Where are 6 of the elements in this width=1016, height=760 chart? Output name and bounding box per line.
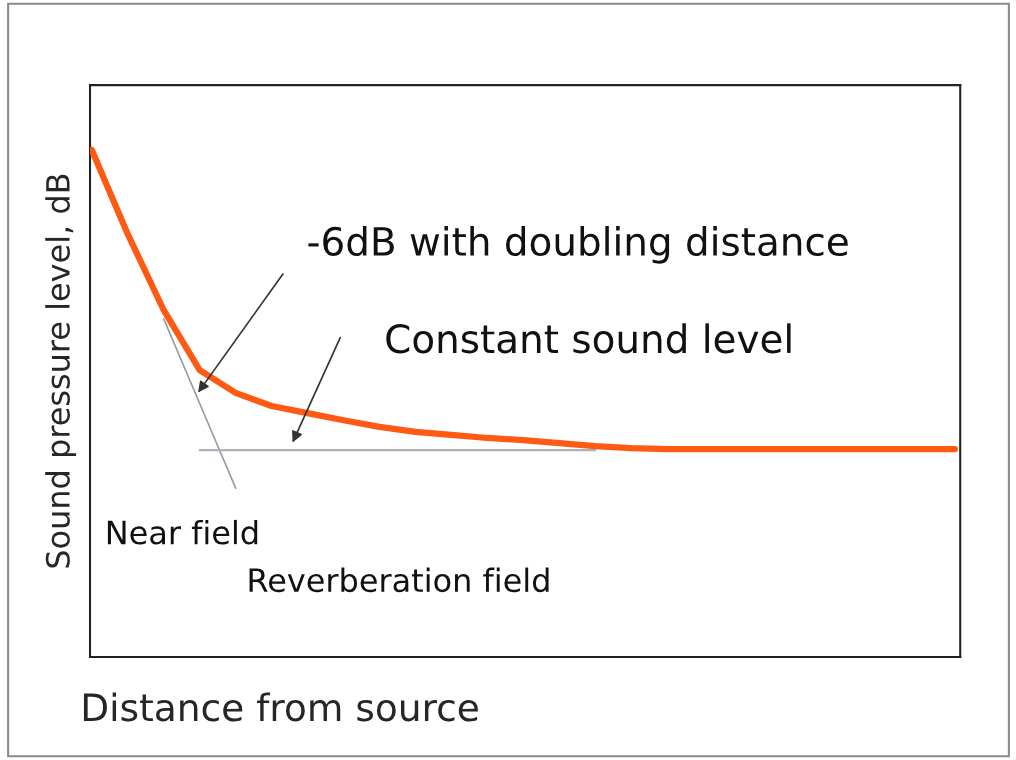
y-axis-title: Sound pressure level, dB xyxy=(45,174,77,568)
annotation: Constant sound level xyxy=(386,323,791,354)
annotation: Reverberation field xyxy=(249,567,549,593)
annotation: Near field xyxy=(107,519,258,545)
annotation: -6dB with doubling distance xyxy=(308,226,848,264)
x-axis-title: Distance from source xyxy=(83,692,478,722)
